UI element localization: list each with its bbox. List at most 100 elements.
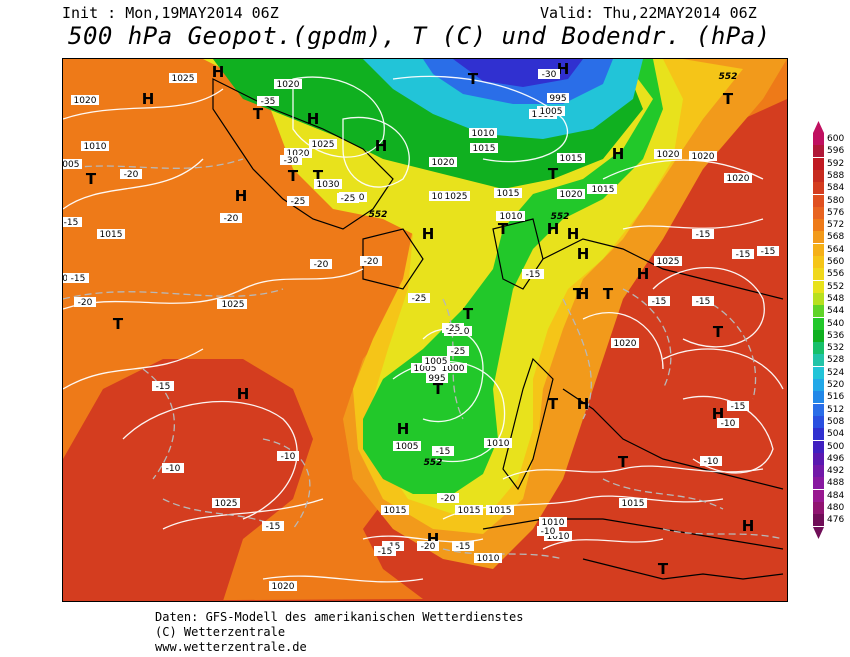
svg-text:1015: 1015 [560, 154, 583, 164]
isobar-label: 1025 [219, 299, 247, 310]
svg-text:-20: -20 [421, 542, 436, 552]
legend-swatch [813, 415, 824, 428]
isobar-label: 1010 [81, 141, 109, 152]
isotherm-label: -30 [538, 69, 560, 80]
legend-swatch [813, 194, 824, 207]
svg-text:-15: -15 [652, 297, 667, 307]
legend-swatch [813, 403, 824, 416]
legend-value: 532 [827, 343, 845, 354]
legend-swatch [813, 366, 824, 379]
isotherm-label: -30 [280, 155, 302, 166]
svg-text:1025: 1025 [222, 300, 245, 310]
isobar-label: 1010 [469, 128, 497, 139]
svg-text:1015: 1015 [100, 230, 123, 240]
high-pressure-label: H [612, 145, 625, 163]
init-time: Init : Mon,19MAY2014 06Z [62, 4, 279, 22]
legend-value: 592 [827, 158, 845, 169]
chart-title: 500 hPa Geopot.(gpdm), T (C) und Bodendr… [68, 22, 771, 50]
legend-swatch [813, 268, 824, 281]
isobar-label: 1030 [314, 179, 342, 190]
legend-swatch [813, 465, 824, 478]
low-pressure-label: T [723, 90, 734, 108]
isobar-label: 1015 [470, 143, 498, 154]
isotherm-label: -15 [757, 246, 779, 257]
svg-text:-15: -15 [526, 270, 541, 280]
svg-text:1025: 1025 [657, 257, 680, 267]
footer-url: www.wetterzentrale.de [155, 640, 307, 654]
isobar-label: 1010 [497, 211, 525, 222]
isobar-label: 995 [547, 93, 569, 104]
footer-credits: Daten: GFS-Modell des amerikanischen Wet… [155, 610, 523, 655]
isotherm-label: -25 [408, 293, 430, 304]
svg-text:-25: -25 [451, 347, 466, 357]
svg-text:1005: 1005 [425, 357, 448, 367]
svg-text:-20: -20 [441, 494, 456, 504]
isobar-label: 1020 [284, 148, 312, 159]
legend-value: 544 [827, 306, 845, 317]
svg-text:-15: -15 [71, 274, 86, 284]
legend-swatch [813, 317, 824, 330]
high-pressure-label: H [142, 90, 155, 108]
isobar-label: 1005 [422, 356, 450, 367]
svg-text:1005: 1005 [540, 107, 563, 117]
low-pressure-label: T [713, 323, 724, 341]
isobar-label: 1020 [689, 151, 717, 162]
isobar-label: 1010 [474, 553, 502, 564]
svg-text:-15: -15 [456, 542, 471, 552]
high-pressure-label: H [235, 187, 248, 205]
isobar-label: 1010 [484, 438, 512, 449]
isobar-label: 1015 [97, 229, 125, 240]
legend-swatch [813, 292, 824, 305]
isotherm-label: -25 [447, 346, 469, 357]
low-pressure-label: T [313, 167, 324, 185]
svg-text:1005: 1005 [63, 160, 79, 170]
legend-value: 476 [827, 515, 845, 526]
legend-value: 504 [827, 429, 845, 440]
low-pressure-label: T [658, 560, 669, 578]
low-pressure-label: T [603, 285, 614, 303]
isobar-label: 1015 [557, 153, 585, 164]
legend-swatch [813, 391, 824, 404]
svg-text:-15: -15 [731, 402, 746, 412]
isobar-label: 1020 [274, 79, 302, 90]
legend-swatch [813, 169, 824, 182]
isobar-label: 1025 [212, 498, 240, 509]
high-pressure-label: H [547, 220, 560, 238]
legend-swatch [813, 243, 824, 256]
svg-text:1020: 1020 [727, 174, 750, 184]
legend-value: 488 [827, 478, 845, 489]
svg-text:1020: 1020 [272, 582, 295, 592]
isotherm-label: -25 [337, 193, 359, 204]
region-green [203, 59, 663, 494]
legend-value: 540 [827, 318, 845, 329]
svg-text:-20: -20 [314, 260, 329, 270]
footer-data-source: Daten: GFS-Modell des amerikanischen Wet… [155, 610, 524, 624]
high-pressure-label: H [577, 245, 590, 263]
isotherm-label: -25 [287, 196, 309, 207]
legend-value: 600 [827, 134, 845, 144]
svg-text:1015: 1015 [458, 506, 481, 516]
legend-value: 552 [827, 281, 845, 292]
svg-text:1015: 1015 [497, 189, 520, 199]
isobar-label: 1015 [381, 505, 409, 516]
svg-text:1020: 1020 [560, 190, 583, 200]
svg-text:-10: -10 [541, 527, 556, 537]
legend-swatch [813, 182, 824, 195]
legend-swatch [813, 145, 824, 158]
svg-text:-15: -15 [696, 230, 711, 240]
svg-text:1015: 1015 [473, 144, 496, 154]
legend-value: 528 [827, 355, 845, 366]
low-pressure-label: T [113, 315, 124, 333]
svg-text:-25: -25 [291, 197, 306, 207]
isotherm-label: -10 [277, 451, 299, 462]
legend-value: 536 [827, 330, 845, 341]
coastlines [212, 78, 784, 580]
isobar-label: 1020 [269, 581, 297, 592]
isobar-label: 1005 [63, 159, 82, 170]
isobar-label: 1020 [611, 338, 639, 349]
isobar-label: 1020 [71, 95, 99, 106]
low-pressure-label: T [548, 165, 559, 183]
legend-swatch [813, 379, 824, 391]
isobar-label: 1005 [393, 441, 421, 452]
isotherm-label: -10 [537, 526, 559, 537]
